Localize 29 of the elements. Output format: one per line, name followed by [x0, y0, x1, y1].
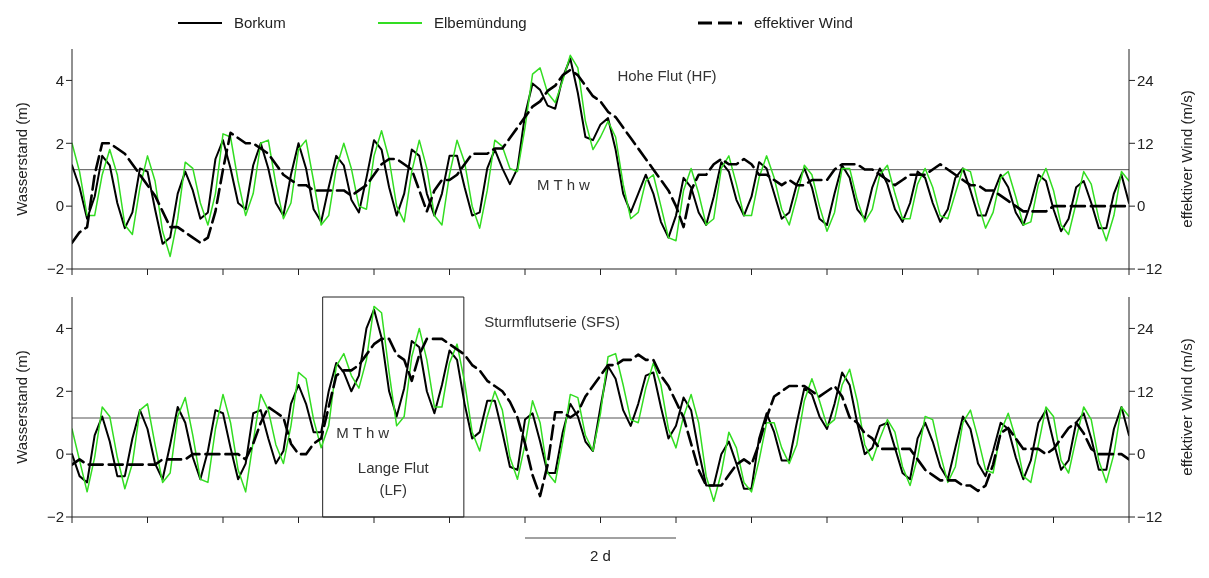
legend-label: Borkum	[234, 14, 286, 31]
y-tick-label: 0	[55, 197, 64, 215]
y2-tick-label: −12	[1137, 260, 1163, 278]
ref-line-label: MThw	[336, 424, 394, 441]
y-tick-label: 2	[55, 134, 64, 152]
legend-label: effektiver Wind	[754, 14, 853, 31]
y2-tick-label: 24	[1137, 319, 1154, 337]
y-tick-label: −2	[46, 508, 64, 526]
y-axis-title: Wasserstand (m)	[13, 350, 31, 464]
ref-line-label: MThw	[537, 175, 594, 193]
annotation: Sturmflutserie (SFS)	[484, 313, 621, 330]
y-tick-label: 2	[55, 382, 64, 400]
y-axis-title: Wasserstand (m)	[13, 102, 31, 216]
legend-label: Elbemündung	[434, 14, 527, 31]
y2-tick-label: 12	[1137, 134, 1154, 152]
y-tick-label: 4	[55, 71, 64, 89]
text: 2 d	[589, 547, 612, 564]
y2-tick-label: 12	[1137, 382, 1154, 400]
y2-tick-label: 0	[1137, 445, 1146, 463]
y2-tick-label: −12	[1137, 508, 1163, 526]
annotation: Hohe Flut (HF)	[617, 67, 717, 84]
y-tick-label: 0	[55, 445, 64, 463]
y2-axis-title: effektiver Wind (m/s)	[1178, 338, 1196, 476]
y-tick-label: −2	[46, 260, 64, 278]
annotation: Lange Flut (LF)	[357, 459, 430, 498]
y2-tick-label: 0	[1137, 197, 1146, 215]
y2-tick-label: 24	[1137, 71, 1154, 89]
y-tick-label: 4	[55, 319, 64, 337]
y2-axis-title: effektiver Wind (m/s)	[1178, 90, 1196, 228]
